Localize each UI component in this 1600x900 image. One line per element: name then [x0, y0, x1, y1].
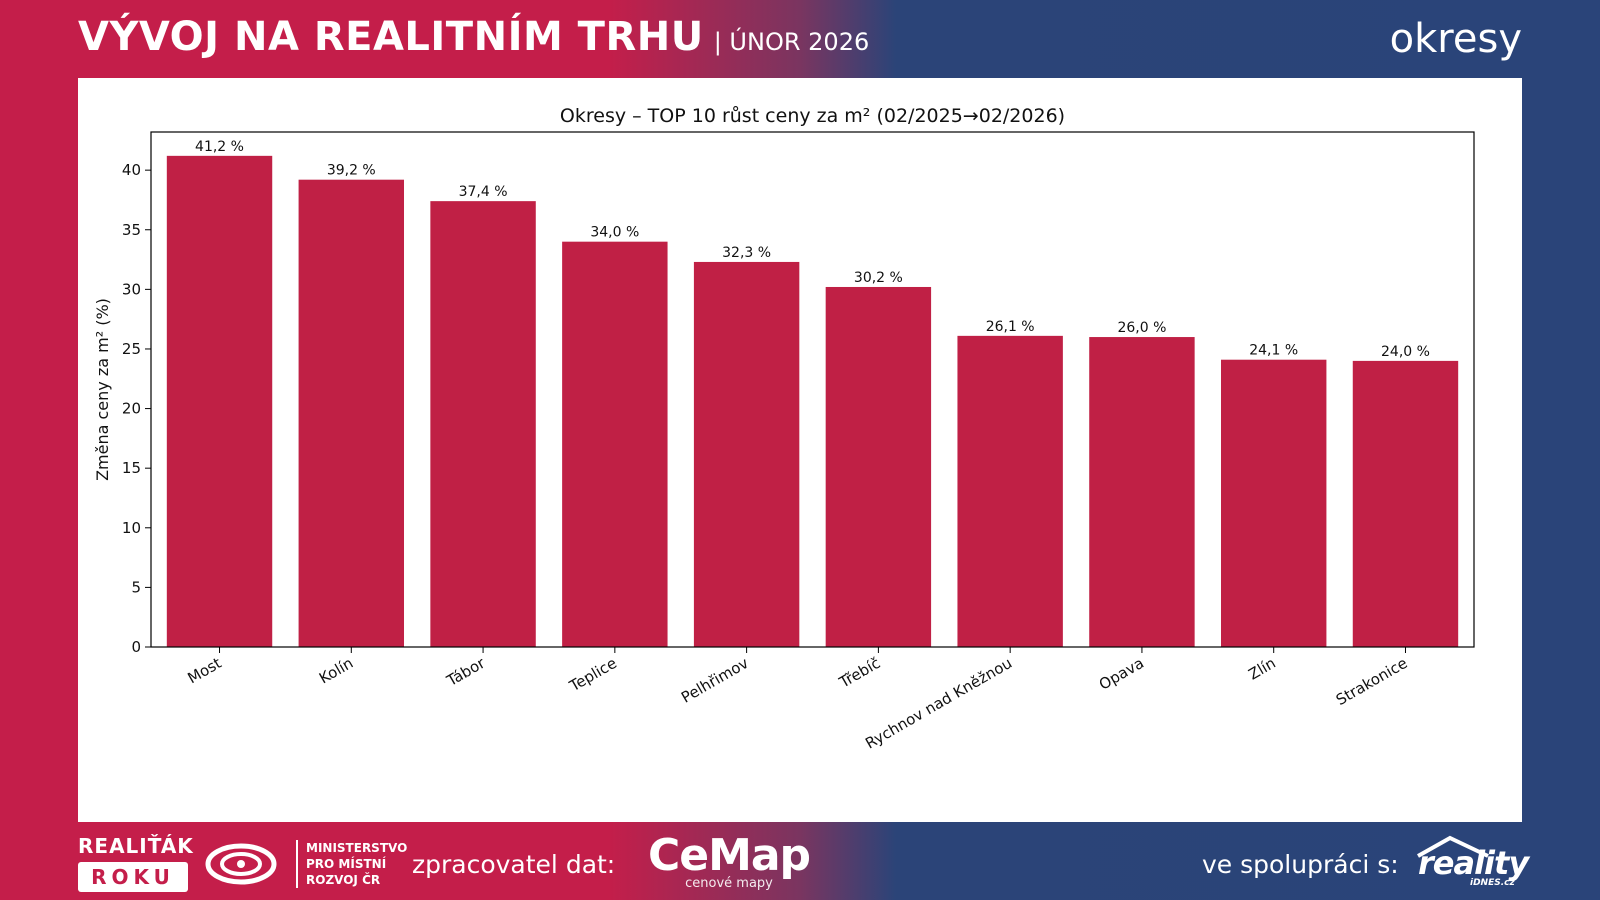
bar: [1220, 359, 1327, 647]
x-tick-label: Teplice: [566, 654, 620, 696]
realitak-top-text: REALIŤÁK: [78, 834, 194, 858]
reality-idnes-logo: reality iDNES.cz: [1408, 834, 1529, 894]
y-axis-label: Změna ceny za m² (%): [93, 298, 112, 481]
bar: [1089, 337, 1195, 647]
y-tick-label: 10: [122, 519, 141, 537]
bar: [825, 286, 932, 647]
section-label: okresy: [1389, 16, 1522, 62]
data-label: 39,2 %: [327, 163, 376, 179]
y-tick-label: 35: [122, 221, 141, 239]
chart-panel: Okresy – TOP 10 růst ceny za m² (02/2025…: [78, 78, 1522, 822]
data-label: 32,3 %: [722, 245, 771, 261]
x-tick-label: Zlín: [1245, 654, 1278, 684]
processor-label: zpracovatel dat:: [412, 850, 616, 879]
x-tick-label: Kolín: [316, 654, 356, 688]
data-label: 26,1 %: [986, 319, 1035, 335]
x-tick-label: Rychnov nad Kněžnou: [862, 654, 1015, 753]
data-label: 24,1 %: [1249, 343, 1298, 359]
y-tick-label: 5: [131, 578, 141, 596]
bar: [430, 201, 536, 647]
ministry-line-2: PRO MÍSTNÍ: [306, 857, 387, 871]
title-text: VÝVOJ NA REALITNÍM TRHU: [78, 14, 704, 60]
y-tick-label: 0: [131, 638, 141, 656]
y-tick-label: 25: [122, 340, 141, 358]
ministry-logo-text: MINISTERSTVO PRO MÍSTNÍ ROZVOJ ČR: [296, 840, 407, 888]
plot-frame: [150, 131, 1475, 648]
cooperation-label: ve spolupráci s:: [1202, 850, 1399, 879]
y-tick-label: 30: [122, 280, 141, 298]
reality-word: reality: [1418, 844, 1529, 882]
bar-chart: Okresy – TOP 10 růst ceny za m² (02/2025…: [93, 105, 1475, 753]
y-tick-label: 20: [122, 400, 141, 418]
bar: [957, 335, 1063, 647]
footer: REALIŤÁK ROKU MINISTERSTVO PRO MÍSTNÍ RO…: [0, 826, 1600, 900]
bar: [166, 155, 273, 647]
data-label: 37,4 %: [459, 184, 508, 200]
data-label: 41,2 %: [195, 139, 244, 155]
cemap-subtitle: cenové mapy: [685, 876, 773, 891]
cemap-name: CeMap: [647, 830, 811, 881]
ministry-line-3: ROZVOJ ČR: [306, 873, 381, 887]
x-tick-label: Most: [184, 654, 224, 688]
x-tick-label: Pelhřimov: [678, 654, 752, 707]
ministry-emblem-icon: [205, 843, 277, 885]
x-tick-label: Třebíč: [835, 654, 883, 692]
page-title: VÝVOJ NA REALITNÍM TRHU | ÚNOR 2026: [78, 14, 869, 60]
bar: [693, 261, 800, 647]
data-label: 30,2 %: [854, 270, 903, 286]
x-tick-label: Opava: [1096, 654, 1147, 694]
ministry-line-1: MINISTERSTVO: [306, 841, 408, 855]
idnes-text: iDNES.cz: [1470, 878, 1515, 888]
cemap-logo: CeMap cenové mapy: [644, 830, 814, 892]
x-tick-label: Tábor: [443, 653, 489, 690]
bar: [562, 241, 668, 648]
date-label: | ÚNOR 2026: [713, 28, 870, 56]
data-label: 34,0 %: [590, 225, 639, 241]
data-label: 24,0 %: [1381, 344, 1430, 360]
data-label: 26,0 %: [1117, 320, 1166, 336]
realitak-roku-logo: REALIŤÁK ROKU: [78, 834, 193, 892]
x-tick-label: Strakonice: [1333, 654, 1411, 709]
bar: [1352, 360, 1459, 647]
y-tick-label: 15: [122, 459, 141, 477]
chart-title: Okresy – TOP 10 růst ceny za m² (02/2025…: [560, 105, 1065, 127]
bar: [298, 179, 405, 647]
y-tick-label: 40: [122, 161, 141, 179]
realitak-box-text: ROKU: [78, 862, 188, 892]
house-roof-icon: [1417, 835, 1489, 858]
